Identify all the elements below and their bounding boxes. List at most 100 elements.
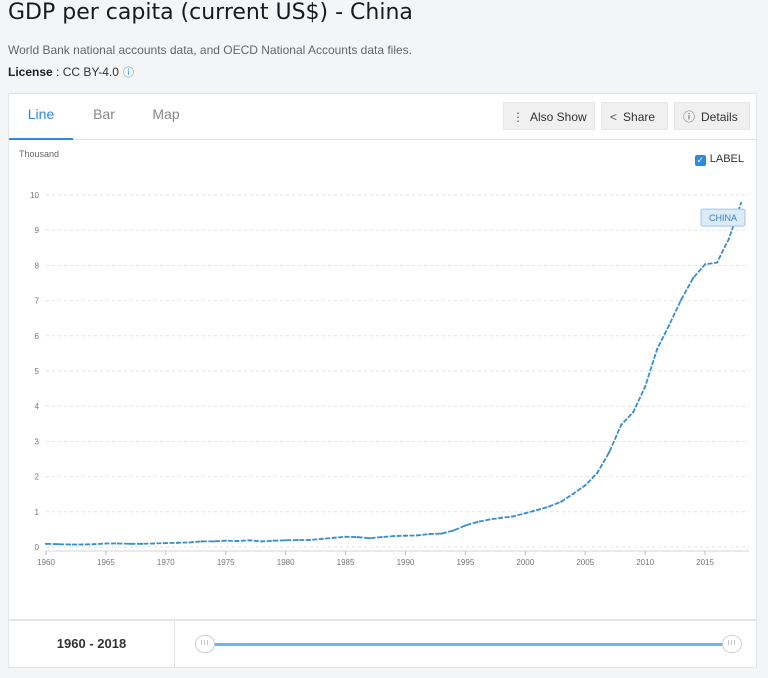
more-vertical-icon: ⋮ — [512, 110, 524, 124]
data-point — [727, 237, 731, 240]
data-point — [392, 534, 395, 538]
data-point — [80, 543, 84, 546]
data-point — [380, 536, 383, 539]
x-tick-label: 2015 — [696, 558, 714, 567]
y-tick-label: 0 — [35, 543, 40, 552]
data-point — [356, 536, 359, 539]
data-point — [344, 535, 347, 538]
data-point — [176, 541, 179, 544]
data-point — [92, 543, 96, 546]
data-point — [464, 524, 467, 527]
data-point — [416, 534, 419, 537]
data-point — [140, 542, 143, 545]
data-point — [128, 542, 131, 545]
data-point — [188, 541, 191, 544]
data-point — [404, 534, 407, 537]
range-start-handle[interactable]: III — [195, 635, 215, 653]
data-point — [560, 500, 563, 503]
data-point — [572, 492, 575, 495]
data-point — [164, 542, 167, 545]
license-value: : CC BY-4.0 — [52, 65, 119, 79]
data-point — [320, 537, 323, 541]
data-point — [488, 518, 491, 521]
series-line-china — [45, 202, 742, 546]
y-tick-label: 5 — [35, 367, 40, 376]
share-button[interactable]: < Share — [601, 102, 668, 130]
x-tick-label: 2005 — [576, 558, 594, 567]
data-point — [620, 423, 623, 426]
y-tick-label: 4 — [35, 402, 40, 411]
data-point — [536, 508, 539, 512]
data-point — [368, 537, 371, 540]
chart-card: Line Bar Map ⋮ Also Show < Share ⓘ Details … — [8, 93, 757, 620]
data-point — [284, 539, 287, 542]
range-slider-track[interactable] — [205, 643, 731, 646]
y-tick-label: 1 — [35, 508, 40, 517]
info-icon[interactable]: ⓘ — [122, 67, 134, 79]
data-point — [116, 542, 119, 545]
x-tick-label: 1980 — [277, 558, 295, 567]
data-point — [584, 484, 587, 487]
data-point — [212, 540, 215, 543]
x-tick-label: 2000 — [516, 558, 534, 567]
range-end-handle[interactable]: III — [722, 635, 742, 653]
data-point — [679, 298, 683, 301]
also-show-button[interactable]: ⋮ Also Show — [503, 102, 595, 130]
data-point — [104, 542, 108, 545]
data-point — [632, 411, 635, 414]
x-tick-label: 1990 — [397, 558, 415, 567]
line-chart: Thousand 0 1 2 3 4 5 6 7 8 9 10 1960 1965 1970 1975 1980… — [19, 149, 749, 567]
x-tick-label: 1960 — [37, 558, 55, 567]
share-label: Share — [623, 110, 656, 124]
data-point — [272, 539, 275, 542]
data-point — [452, 529, 455, 532]
x-tick-label: 1985 — [337, 558, 355, 567]
data-point — [548, 505, 551, 508]
data-point — [476, 520, 479, 524]
x-tick-label: 1995 — [456, 558, 474, 567]
data-point — [296, 538, 299, 542]
y-tick-label: 6 — [35, 332, 40, 341]
y-axis-unit-label: Thousand — [19, 149, 59, 159]
data-point — [524, 512, 527, 515]
chart-area: Thousand 0 1 2 3 4 5 6 7 8 9 10 1960 1965 1970 1975 1980… — [9, 140, 758, 620]
data-point — [200, 540, 203, 543]
tab-map[interactable]: Map — [152, 106, 180, 122]
data-point — [56, 543, 60, 546]
data-point — [308, 538, 311, 542]
data-point — [668, 324, 671, 327]
x-tick-label: 1965 — [97, 558, 115, 567]
details-label: Details — [701, 110, 738, 124]
data-point — [644, 385, 647, 388]
y-tick-label: 9 — [35, 226, 40, 235]
data-point — [703, 263, 707, 266]
page-title: GDP per capita (current US$) - China — [8, 0, 413, 25]
data-point — [224, 539, 227, 542]
data-point — [68, 543, 72, 546]
tab-line[interactable]: Line — [9, 94, 73, 140]
series-end-label: CHINA — [709, 213, 737, 223]
data-point — [428, 532, 431, 536]
share-icon: < — [610, 110, 618, 124]
source-note: World Bank national accounts data, and O… — [8, 43, 413, 57]
x-tick-label: 1970 — [157, 558, 175, 567]
data-point — [608, 451, 611, 454]
data-point — [152, 542, 155, 545]
data-point — [44, 542, 48, 545]
y-tick-label: 3 — [35, 437, 40, 446]
label-toggle-text: LABEL — [709, 153, 744, 165]
checkbox-checked-icon[interactable]: ✓ — [694, 155, 706, 166]
details-button[interactable]: ⓘ Details — [674, 102, 750, 130]
data-point — [512, 515, 515, 518]
range-footer: 1960 - 2018 III III — [8, 620, 757, 668]
tab-bar[interactable]: Bar — [93, 106, 115, 122]
info-circle-icon: ⓘ — [683, 110, 696, 124]
series-end-label-box — [700, 208, 746, 227]
data-point — [656, 348, 659, 351]
data-point — [715, 261, 719, 264]
license-label: License — [8, 65, 53, 79]
label-toggle[interactable]: ✓ LABEL — [694, 153, 744, 166]
view-tabs: Line Bar Map ⋮ Also Show < Share ⓘ Details — [9, 94, 756, 140]
data-point — [440, 532, 443, 535]
x-tick-label: 2010 — [636, 558, 654, 567]
